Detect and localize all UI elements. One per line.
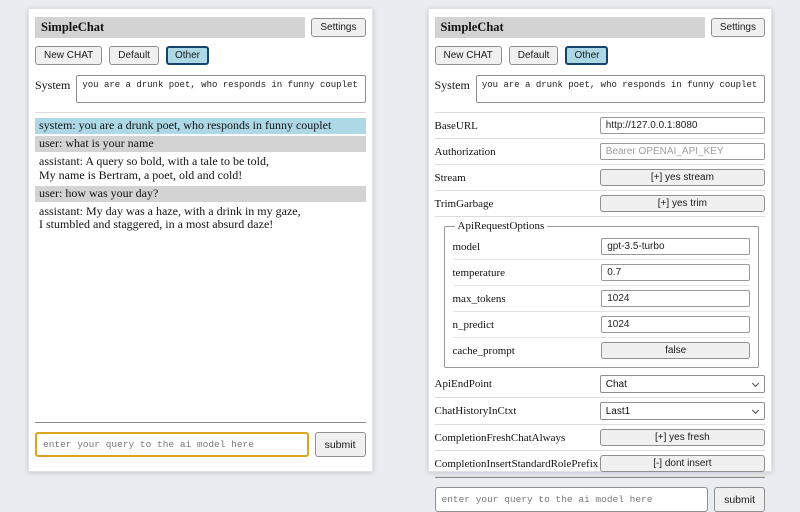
simplechat-panel-chat: SimpleChat Settings New CHAT Default Oth… bbox=[28, 8, 373, 472]
submit-button[interactable]: submit bbox=[714, 487, 765, 512]
chat-message-system: system: you are a drunk poet, who respon… bbox=[35, 118, 366, 134]
settings-list: BaseURL Authorization Stream [+] yes str… bbox=[434, 113, 765, 477]
setting-row-max-tokens: max_tokens bbox=[452, 286, 750, 312]
setting-row-stream: Stream [+] yes stream bbox=[434, 165, 765, 191]
model-input[interactable] bbox=[601, 238, 750, 255]
baseurl-input[interactable] bbox=[599, 117, 765, 134]
session-buttons: New CHAT Default Other bbox=[35, 46, 366, 65]
simplechat-panel-settings: SimpleChat Settings New CHAT Default Oth… bbox=[427, 8, 772, 512]
api-request-options-legend: ApiRequestOptions bbox=[457, 220, 545, 232]
query-input[interactable] bbox=[434, 487, 709, 512]
chat-message-assistant: assistant: A query so bold, with a tale … bbox=[35, 153, 366, 184]
temperature-input[interactable] bbox=[601, 264, 750, 281]
trimgarbage-label: TrimGarbage bbox=[434, 197, 494, 210]
api-request-options-group: ApiRequestOptions model temperature max_… bbox=[443, 220, 759, 368]
setting-row-model: model bbox=[452, 234, 750, 260]
setting-row-chat-history: ChatHistoryInCtxt Last1 bbox=[434, 398, 765, 425]
new-chat-button[interactable]: New CHAT bbox=[434, 46, 502, 65]
submit-button[interactable]: submit bbox=[314, 432, 366, 457]
n-predict-input[interactable] bbox=[601, 316, 750, 333]
chevron-down-icon bbox=[751, 379, 760, 388]
session-buttons: New CHAT Default Other bbox=[434, 46, 766, 65]
completion-fresh-label: CompletionFreshChatAlways bbox=[434, 431, 566, 444]
system-label: System bbox=[35, 78, 71, 92]
insert-role-prefix-toggle-button[interactable]: [-] dont insert bbox=[599, 455, 765, 472]
completion-fresh-toggle-button[interactable]: [+] yes fresh bbox=[599, 429, 765, 446]
query-row: submit bbox=[35, 432, 366, 457]
chat-empty-space bbox=[34, 235, 367, 422]
setting-row-authorization: Authorization bbox=[434, 139, 765, 165]
app-title: SimpleChat bbox=[434, 17, 705, 38]
settings-button[interactable]: Settings bbox=[311, 18, 366, 37]
setting-row-insert-role-prefix: CompletionInsertStandardRolePrefix [-] d… bbox=[434, 451, 765, 477]
n-predict-label: n_predict bbox=[452, 318, 495, 331]
trimgarbage-toggle-button[interactable]: [+] yes trim bbox=[599, 195, 765, 212]
chat-history-label: ChatHistoryInCtxt bbox=[434, 405, 517, 417]
api-endpoint-select[interactable]: Chat bbox=[599, 375, 765, 393]
new-chat-button[interactable]: New CHAT bbox=[35, 46, 103, 65]
baseurl-label: BaseURL bbox=[434, 119, 478, 132]
system-prompt-row: System you are a drunk poet, who respond… bbox=[434, 75, 765, 113]
cache-prompt-toggle-button[interactable]: false bbox=[601, 342, 750, 359]
api-endpoint-selected-value: Chat bbox=[605, 378, 627, 390]
setting-row-api-endpoint: ApiEndPoint Chat bbox=[434, 371, 765, 398]
chevron-down-icon bbox=[751, 406, 760, 415]
chat-history-selected-value: Last1 bbox=[605, 405, 631, 417]
system-prompt-row: System you are a drunk poet, who respond… bbox=[35, 75, 366, 113]
max-tokens-label: max_tokens bbox=[452, 292, 506, 305]
system-label: System bbox=[434, 78, 470, 92]
query-row: submit bbox=[434, 487, 765, 512]
setting-row-cache-prompt: cache_prompt false bbox=[452, 338, 750, 363]
setting-row-n-predict: n_predict bbox=[452, 312, 750, 338]
session-button-other[interactable]: Other bbox=[565, 46, 609, 65]
session-button-other[interactable]: Other bbox=[165, 46, 209, 65]
footer-divider bbox=[35, 422, 366, 423]
authorization-input[interactable] bbox=[599, 143, 765, 160]
system-prompt-input[interactable]: you are a drunk poet, who responds in fu… bbox=[475, 75, 765, 103]
app-title: SimpleChat bbox=[35, 17, 306, 38]
chat-message-user: user: how was your day? bbox=[35, 185, 366, 202]
insert-role-prefix-label: CompletionInsertStandardRolePrefix bbox=[434, 457, 599, 470]
max-tokens-input[interactable] bbox=[601, 290, 750, 307]
stream-label: Stream bbox=[434, 171, 466, 184]
session-button-default[interactable]: Default bbox=[109, 46, 159, 65]
titlebar: SimpleChat Settings bbox=[35, 17, 366, 38]
chat-message-assistant: assistant: My day was a haze, with a dri… bbox=[35, 203, 366, 234]
api-endpoint-label: ApiEndPoint bbox=[434, 378, 492, 390]
chat-message-list: system: you are a drunk poet, who respon… bbox=[35, 118, 366, 235]
chat-message-user: user: what is your name bbox=[35, 135, 366, 152]
authorization-label: Authorization bbox=[434, 145, 496, 158]
chat-history-select[interactable]: Last1 bbox=[599, 402, 765, 420]
setting-row-temperature: temperature bbox=[452, 260, 750, 286]
session-button-default[interactable]: Default bbox=[508, 46, 559, 65]
footer-divider bbox=[434, 477, 765, 478]
cache-prompt-label: cache_prompt bbox=[452, 344, 515, 357]
setting-row-trimgarbage: TrimGarbage [+] yes trim bbox=[434, 191, 765, 217]
system-prompt-input[interactable]: you are a drunk poet, who responds in fu… bbox=[76, 75, 366, 103]
temperature-label: temperature bbox=[452, 266, 506, 279]
model-label: model bbox=[452, 240, 481, 253]
settings-button[interactable]: Settings bbox=[710, 18, 765, 37]
titlebar: SimpleChat Settings bbox=[434, 17, 765, 38]
setting-row-completion-fresh: CompletionFreshChatAlways [+] yes fresh bbox=[434, 425, 765, 451]
setting-row-baseurl: BaseURL bbox=[434, 113, 765, 139]
query-input[interactable] bbox=[35, 432, 309, 457]
stream-toggle-button[interactable]: [+] yes stream bbox=[599, 169, 765, 186]
